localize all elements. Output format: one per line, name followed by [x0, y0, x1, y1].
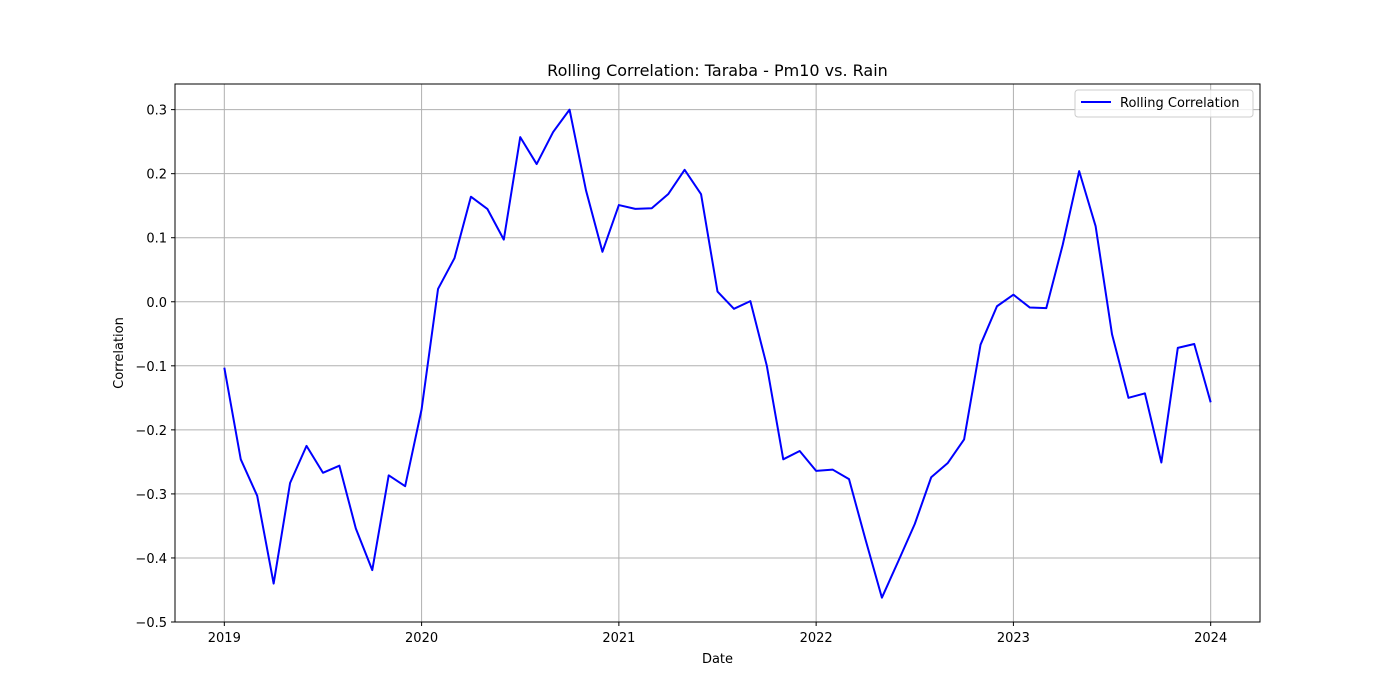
series-line-rolling-correlation: [223, 108, 1212, 599]
series-layer: [223, 108, 1212, 599]
y-tick-label: 0.0: [146, 296, 167, 311]
x-axis-label: Date: [702, 652, 733, 667]
y-axis-label: Correlation: [112, 317, 127, 389]
y-tick-label: −0.3: [135, 488, 167, 503]
plot-area-frame: [174, 83, 1261, 623]
y-tick-label: 0.3: [146, 104, 167, 119]
y-tick-label: −0.2: [135, 424, 167, 439]
x-tick-label: 2022: [800, 631, 833, 646]
grid: [175, 84, 1260, 623]
y-tick-label: −0.1: [135, 360, 167, 375]
x-tick-label: 2020: [405, 631, 438, 646]
y-tick-label: −0.4: [135, 552, 167, 567]
y-tick-label: 0.1: [146, 232, 167, 247]
x-tick-label: 2023: [997, 631, 1030, 646]
legend: Rolling Correlation: [1074, 89, 1254, 118]
x-tick-label: 2019: [208, 631, 241, 646]
legend-label: Rolling Correlation: [1120, 96, 1240, 111]
chart-title: Rolling Correlation: Taraba - Pm10 vs. R…: [547, 61, 888, 80]
axis-ticks: 2019 2020 2021 2022 2023 2024 −0.5 −0.4 −0.3 −0.2…: [135, 104, 1227, 646]
y-tick-label: −0.5: [135, 616, 167, 631]
x-tick-label: 2021: [602, 631, 635, 646]
x-tick-label: 2024: [1194, 631, 1227, 646]
legend-box: [1074, 89, 1254, 118]
y-tick-label: 0.2: [146, 168, 167, 183]
